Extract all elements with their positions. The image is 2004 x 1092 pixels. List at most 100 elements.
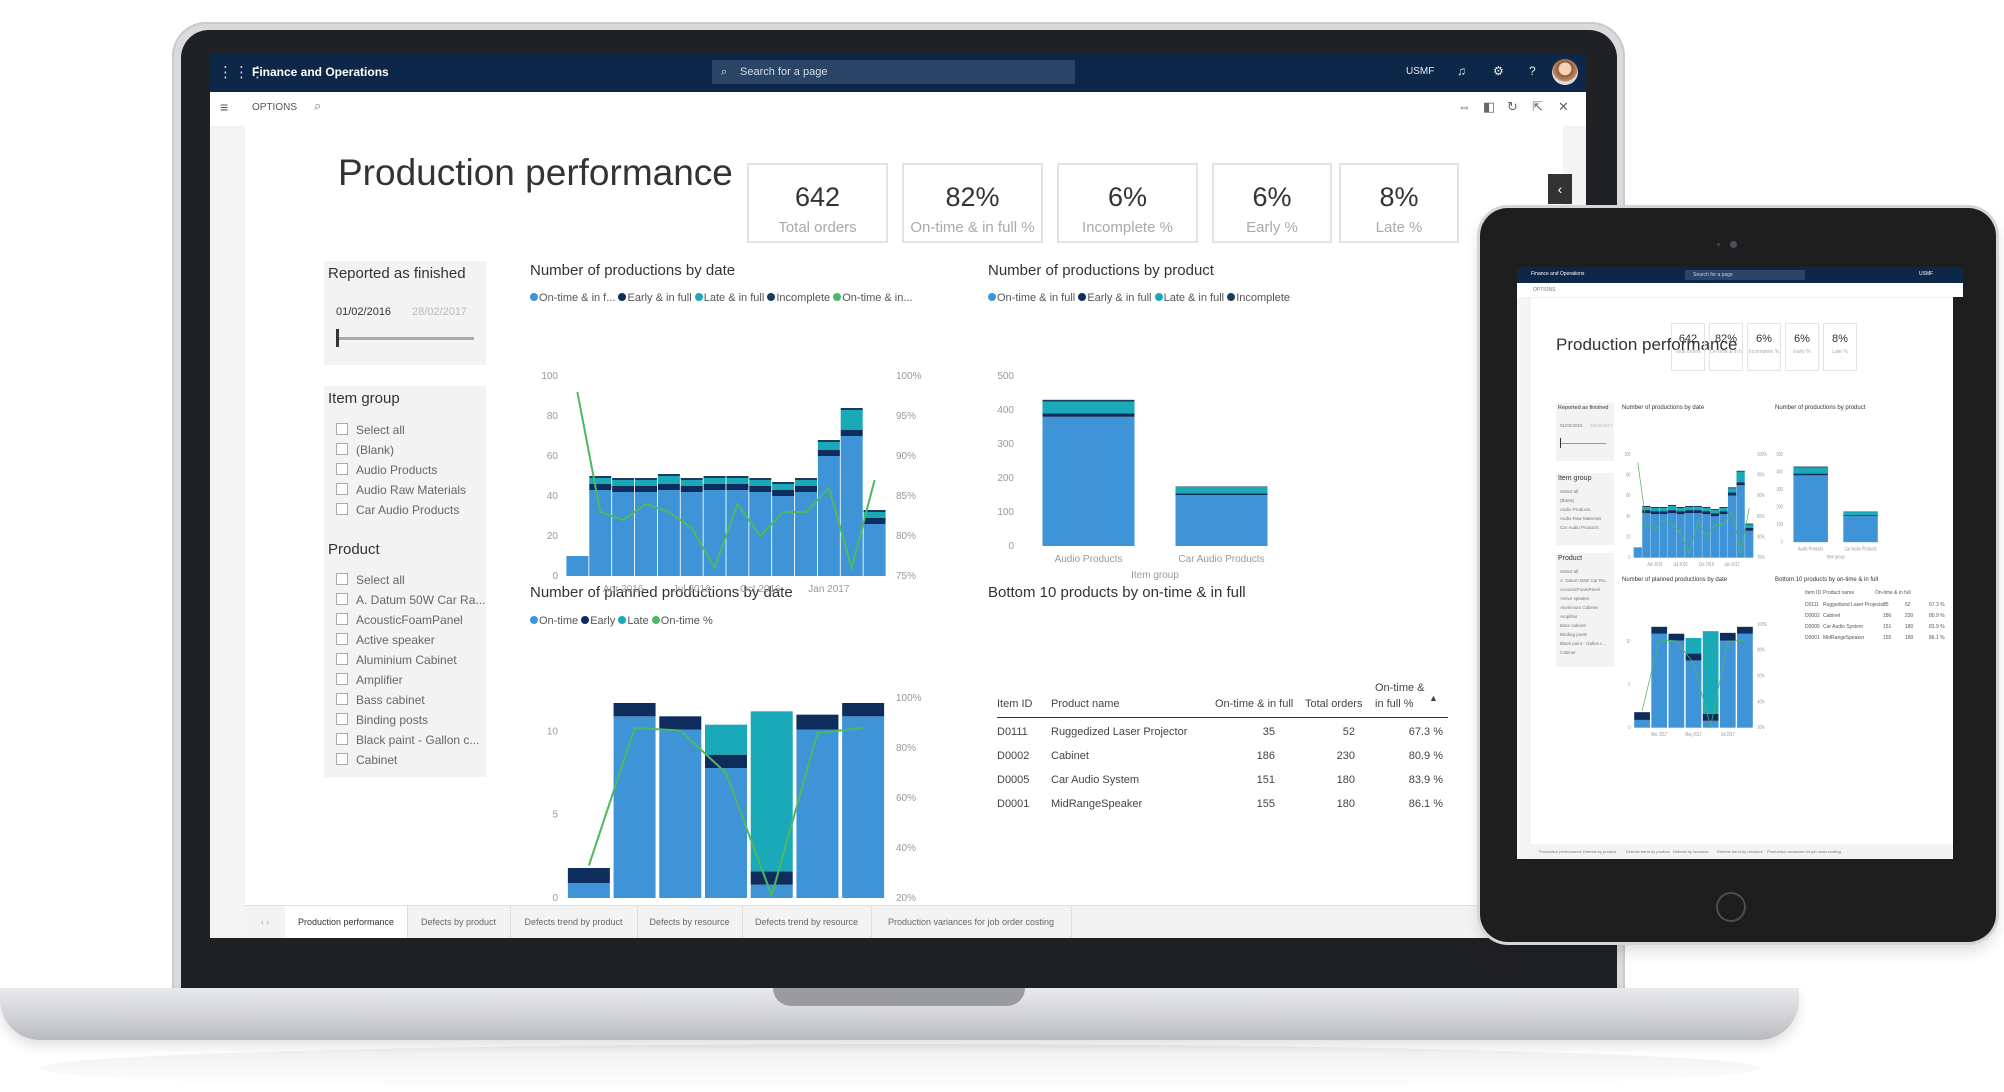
tab-defects-by-resource[interactable]: Defects by resource: [637, 906, 743, 938]
bar-segment[interactable]: [1843, 514, 1878, 516]
bar-segment[interactable]: [635, 486, 657, 492]
bar-segment[interactable]: [1042, 399, 1135, 402]
app-name[interactable]: Finance and Operations: [252, 65, 389, 79]
bar-segment[interactable]: [1710, 510, 1720, 514]
checkbox[interactable]: [336, 633, 348, 645]
bar-segment[interactable]: [749, 480, 772, 486]
bar-segment[interactable]: [1634, 719, 1650, 728]
link-icon[interactable]: ⇔: [1458, 99, 1471, 114]
product-option[interactable]: Select all: [1560, 569, 1579, 574]
bar-segment[interactable]: [842, 716, 885, 898]
bar-segment[interactable]: [1175, 495, 1268, 546]
bar-segment[interactable]: [1667, 504, 1677, 506]
line-series[interactable]: [587, 726, 864, 899]
bar-segment[interactable]: [1642, 505, 1651, 507]
bar-segment[interactable]: [1668, 633, 1685, 641]
bar-segment[interactable]: [1659, 514, 1668, 558]
bar-segment[interactable]: [567, 883, 610, 898]
tab-production-performance[interactable]: Production performance: [285, 906, 408, 938]
bar-segment[interactable]: [1737, 633, 1753, 728]
bar-segment[interactable]: [1793, 475, 1828, 543]
item-group-option[interactable]: (Blank): [336, 443, 394, 457]
bar-segment[interactable]: [705, 768, 747, 898]
bar-segment[interactable]: [1659, 507, 1668, 509]
tablet-tab[interactable]: Defects by resource: [1673, 849, 1709, 854]
product-option[interactable]: Aluminium Cabinet: [1560, 605, 1598, 610]
bar-segment[interactable]: [1659, 511, 1668, 515]
checkbox[interactable]: [336, 423, 348, 435]
line-series[interactable]: [1641, 639, 1745, 729]
checkbox[interactable]: [336, 593, 348, 605]
bar-segment[interactable]: [863, 510, 886, 512]
bar-segment[interactable]: [1727, 488, 1737, 493]
date-slider-handle[interactable]: [1560, 438, 1561, 448]
bar-segment[interactable]: [840, 408, 863, 410]
bar-segment[interactable]: [1667, 510, 1677, 514]
bar-segment[interactable]: [1175, 486, 1268, 488]
legend-item[interactable]: Late: [618, 615, 649, 627]
item-group-option[interactable]: Audio Products: [336, 463, 437, 477]
bar-segment[interactable]: [1702, 507, 1711, 509]
product-option[interactable]: Amplifier: [1560, 614, 1578, 619]
bar-segment[interactable]: [613, 716, 656, 898]
bar-segment[interactable]: [703, 476, 726, 478]
table-row[interactable]: D0001 MidRangeSpeaker 155 180 86.1 %: [997, 793, 1448, 815]
checkbox[interactable]: [336, 573, 348, 585]
bar-segment[interactable]: [635, 478, 657, 480]
bar-segment[interactable]: [726, 478, 749, 484]
sort-asc-icon[interactable]: ▲: [1429, 693, 1438, 703]
bar-segment[interactable]: [1702, 631, 1719, 714]
chart-productions-by-product[interactable]: 0 100 200 300 400 500 Audio Products Car Audio …: [988, 304, 1308, 594]
avatar[interactable]: [1552, 59, 1578, 85]
bar-segment[interactable]: [817, 442, 840, 450]
bar-segment[interactable]: [726, 476, 749, 478]
tab-defects-trend-by-resource[interactable]: Defects trend by resource: [742, 906, 872, 938]
close-icon[interactable]: ✕: [1558, 99, 1569, 114]
tablet-tab[interactable]: Production variances for job order costi…: [1767, 849, 1841, 854]
action-search-icon[interactable]: ⌕: [314, 98, 322, 113]
bar-segment[interactable]: [817, 450, 840, 456]
checkbox[interactable]: [336, 613, 348, 625]
table-row[interactable]: D0005 Car Audio System 151 180 83.9 %: [997, 769, 1448, 791]
bar-segment[interactable]: [1710, 509, 1720, 511]
bar-segment[interactable]: [659, 729, 702, 898]
tab-defects-by-product[interactable]: Defects by product: [407, 906, 511, 938]
product-option[interactable]: AcousticFoamPanel: [336, 613, 463, 627]
bar-segment[interactable]: [1745, 530, 1754, 558]
bar-segment[interactable]: [1702, 508, 1711, 512]
bar-segment[interactable]: [680, 480, 703, 486]
bar-segment[interactable]: [613, 703, 656, 717]
checkbox[interactable]: [336, 753, 348, 765]
bar-segment[interactable]: [1634, 712, 1650, 720]
bar-segment[interactable]: [772, 490, 795, 496]
product-option[interactable]: Aluminium Cabinet: [336, 653, 457, 667]
bar-segment[interactable]: [1642, 510, 1651, 514]
bar-segment[interactable]: [1175, 487, 1268, 494]
bar-segment[interactable]: [1685, 510, 1694, 514]
product-option[interactable]: AcousticFoamPanel: [1560, 587, 1601, 592]
bar-segment[interactable]: [657, 476, 680, 484]
col-product-name[interactable]: Product name: [1051, 698, 1120, 710]
bar-segment[interactable]: [1042, 413, 1135, 417]
bar-segment[interactable]: [1650, 507, 1660, 509]
bar-segment[interactable]: [1793, 473, 1828, 476]
bar-segment[interactable]: [749, 492, 772, 576]
search-input[interactable]: ⌕ Search for a page: [712, 60, 1075, 84]
hamburger-icon[interactable]: ≡: [220, 99, 229, 115]
date-end-input[interactable]: 28/02/2017: [412, 306, 468, 318]
office-icon[interactable]: ◧: [1483, 99, 1496, 114]
col-product-name[interactable]: Product name: [1823, 590, 1855, 596]
bar-segment[interactable]: [1175, 493, 1268, 495]
line-series[interactable]: [1637, 462, 1750, 556]
bar-segment[interactable]: [772, 482, 795, 484]
checkbox[interactable]: [336, 503, 348, 515]
bar-segment[interactable]: [1727, 492, 1737, 496]
bar-segment[interactable]: [680, 486, 703, 492]
bar-segment[interactable]: [1745, 523, 1754, 525]
date-start-input[interactable]: 01/02/2016: [336, 306, 392, 318]
bar-segment[interactable]: [750, 711, 793, 872]
bar-segment[interactable]: [1736, 482, 1745, 486]
bar-segment[interactable]: [1676, 507, 1685, 509]
legend-item[interactable]: Late & in full: [694, 292, 764, 304]
bar-segment[interactable]: [1736, 470, 1745, 472]
